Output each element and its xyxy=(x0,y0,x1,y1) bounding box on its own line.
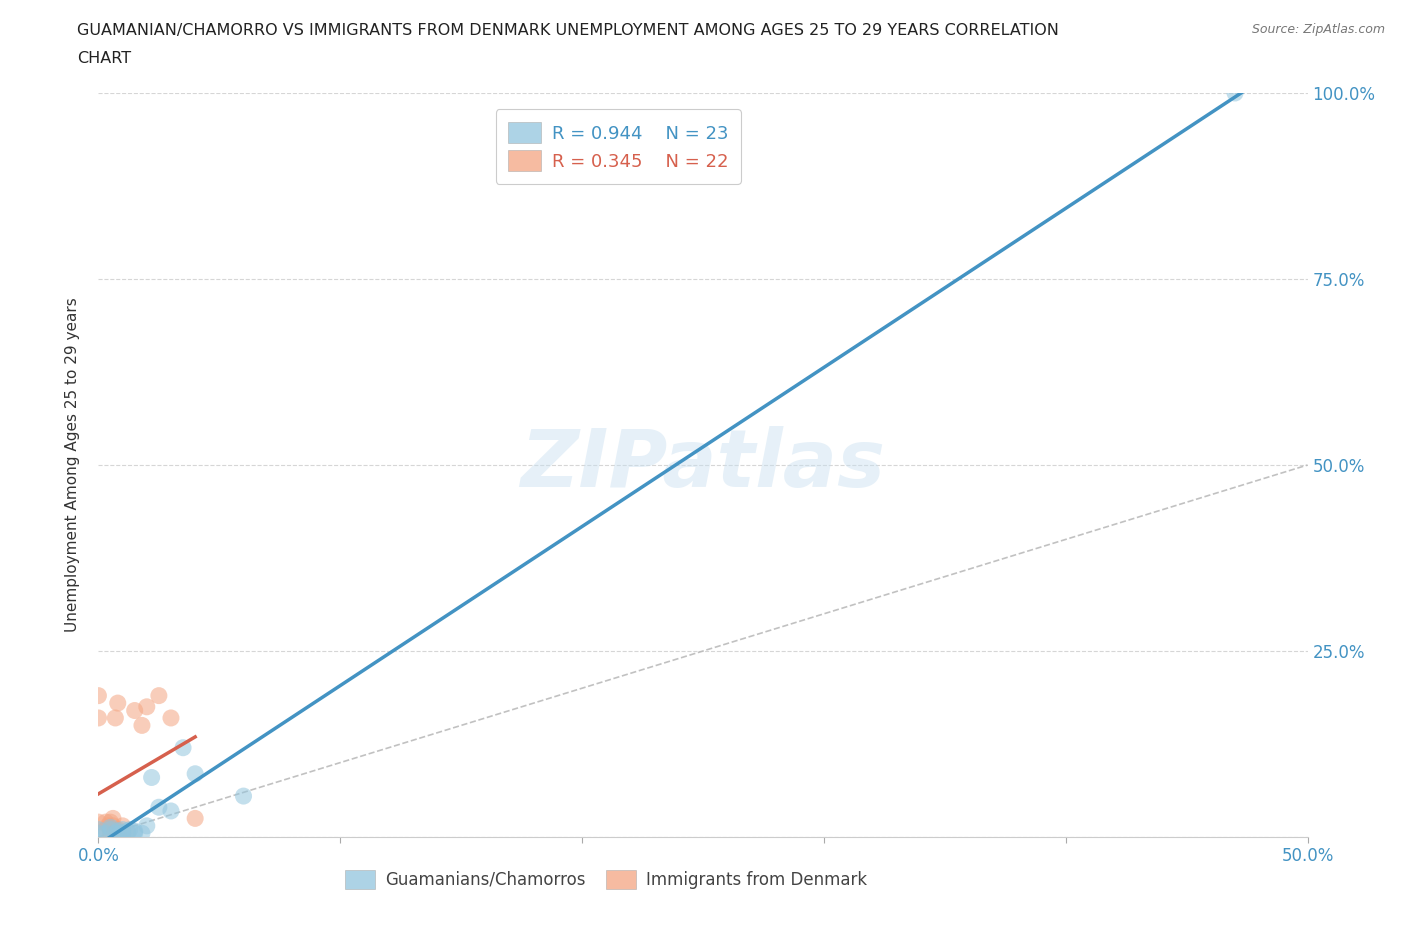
Point xyxy=(184,766,207,781)
Point xyxy=(107,822,129,837)
Point xyxy=(232,789,254,804)
Point xyxy=(135,818,157,833)
Point xyxy=(118,822,141,837)
Point xyxy=(124,826,146,841)
Point xyxy=(148,800,170,815)
Point xyxy=(101,818,124,833)
Point xyxy=(131,826,153,841)
Point xyxy=(97,818,120,833)
Point xyxy=(107,824,129,839)
Point xyxy=(87,826,110,841)
Text: GUAMANIAN/CHAMORRO VS IMMIGRANTS FROM DENMARK UNEMPLOYMENT AMONG AGES 25 TO 29 Y: GUAMANIAN/CHAMORRO VS IMMIGRANTS FROM DE… xyxy=(77,23,1059,38)
Point xyxy=(117,824,139,839)
Point xyxy=(100,820,122,835)
Point xyxy=(104,711,127,725)
Point xyxy=(1223,86,1246,100)
Point xyxy=(111,826,134,841)
Point xyxy=(172,740,194,755)
Text: ZIPatlas: ZIPatlas xyxy=(520,426,886,504)
Point xyxy=(100,815,122,830)
Point xyxy=(94,822,117,837)
Point xyxy=(94,815,117,830)
Point xyxy=(100,826,122,841)
Text: CHART: CHART xyxy=(77,51,131,66)
Point xyxy=(108,826,131,841)
Point xyxy=(117,826,139,841)
Point xyxy=(131,718,153,733)
Point xyxy=(94,826,117,841)
Point xyxy=(135,699,157,714)
Point xyxy=(87,822,110,837)
Legend: Guamanians/Chamorros, Immigrants from Denmark: Guamanians/Chamorros, Immigrants from De… xyxy=(339,863,873,896)
Point xyxy=(148,688,170,703)
Point xyxy=(111,822,134,837)
Point xyxy=(87,711,110,725)
Point xyxy=(124,824,146,839)
Point xyxy=(160,804,183,818)
Point xyxy=(100,822,122,837)
Point xyxy=(124,703,146,718)
Point xyxy=(160,711,183,725)
Point xyxy=(101,811,124,826)
Point xyxy=(104,826,127,841)
Point xyxy=(111,818,134,833)
Point xyxy=(111,826,134,841)
Point xyxy=(87,688,110,703)
Point xyxy=(107,696,129,711)
Point xyxy=(87,815,110,830)
Y-axis label: Unemployment Among Ages 25 to 29 years: Unemployment Among Ages 25 to 29 years xyxy=(65,298,80,632)
Text: Source: ZipAtlas.com: Source: ZipAtlas.com xyxy=(1251,23,1385,36)
Point xyxy=(184,811,207,826)
Point xyxy=(141,770,163,785)
